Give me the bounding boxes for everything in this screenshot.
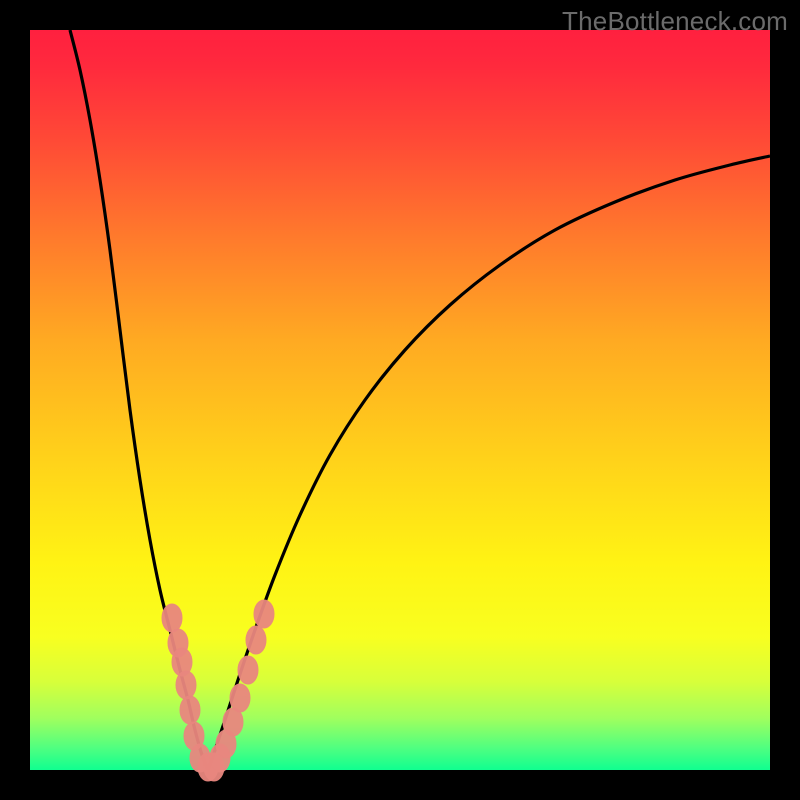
marker-point	[254, 600, 274, 628]
marker-point	[246, 626, 266, 654]
watermark-text: TheBottleneck.com	[562, 6, 788, 37]
bottleneck-chart-svg	[0, 0, 800, 800]
marker-point	[162, 604, 182, 632]
plot-background	[30, 30, 770, 770]
marker-point	[238, 656, 258, 684]
marker-point	[230, 684, 250, 712]
chart-frame: TheBottleneck.com	[0, 0, 800, 800]
marker-point	[180, 696, 200, 724]
marker-point	[176, 671, 196, 699]
